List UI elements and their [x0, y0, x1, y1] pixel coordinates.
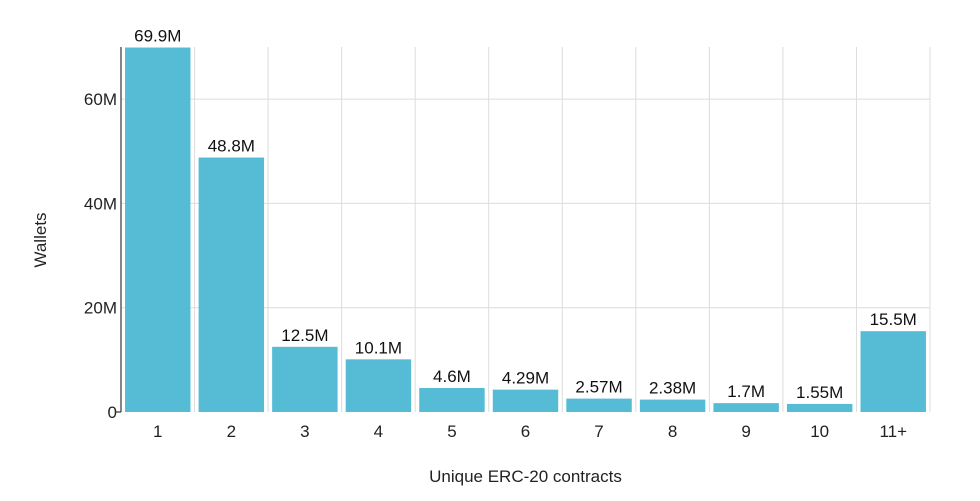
bar-5	[419, 388, 485, 412]
bar-9	[713, 403, 779, 412]
x-tick-label: 7	[594, 422, 603, 441]
bar-2	[198, 157, 265, 412]
bar-10	[786, 403, 853, 412]
data-label-9: 1.7M	[727, 382, 765, 401]
grid-layer	[121, 47, 931, 412]
x-tick-label: 10	[810, 422, 829, 441]
y-tick-label: 0	[108, 403, 117, 422]
bar-4	[345, 359, 412, 412]
data-label-7: 2.57M	[575, 378, 622, 397]
x-tick-label: 5	[447, 422, 456, 441]
y-tick-label: 60M	[84, 90, 117, 109]
data-label-6: 4.29M	[502, 369, 549, 388]
x-tick-labels: 1 2 3 4 5 6 7 8 9 10 11+	[153, 422, 907, 441]
x-tick-label: 3	[300, 422, 309, 441]
x-tick-label: 2	[227, 422, 236, 441]
data-label-2: 48.8M	[208, 137, 255, 156]
x-tick-label: 1	[153, 422, 162, 441]
bar-11+	[860, 331, 926, 412]
data-label-11+: 15.5M	[870, 310, 917, 329]
y-tick-label: 20M	[84, 299, 117, 318]
bar-1	[125, 47, 191, 413]
x-tick-label: 9	[741, 422, 750, 441]
data-label-4: 10.1M	[355, 338, 402, 357]
x-axis-title: Unique ERC-20 contracts	[429, 467, 622, 486]
data-label-8: 2.38M	[649, 379, 696, 398]
x-tick-label: 8	[668, 422, 677, 441]
data-label-3: 12.5M	[281, 326, 328, 345]
y-tick-label: 40M	[84, 194, 117, 213]
x-tick-label: 4	[374, 422, 383, 441]
data-label-10: 1.55M	[796, 383, 843, 402]
y-axis-title: Wallets	[31, 212, 50, 267]
data-label-5: 4.6M	[433, 367, 471, 386]
bars-layer	[125, 47, 926, 413]
y-tick-labels: 0 20M 40M 60M	[84, 90, 117, 422]
bar-3	[272, 346, 338, 412]
x-tick-label: 6	[521, 422, 530, 441]
bar-7	[566, 398, 632, 412]
bar-6	[492, 389, 559, 412]
x-tick-label: 11+	[879, 422, 907, 441]
bar-8	[639, 399, 706, 412]
data-labels-layer: 69.9M 48.8M 12.5M 10.1M 4.6M 4.29M 2.57M 2.38M 1…	[134, 27, 917, 402]
data-label-1: 69.9M	[134, 27, 181, 46]
